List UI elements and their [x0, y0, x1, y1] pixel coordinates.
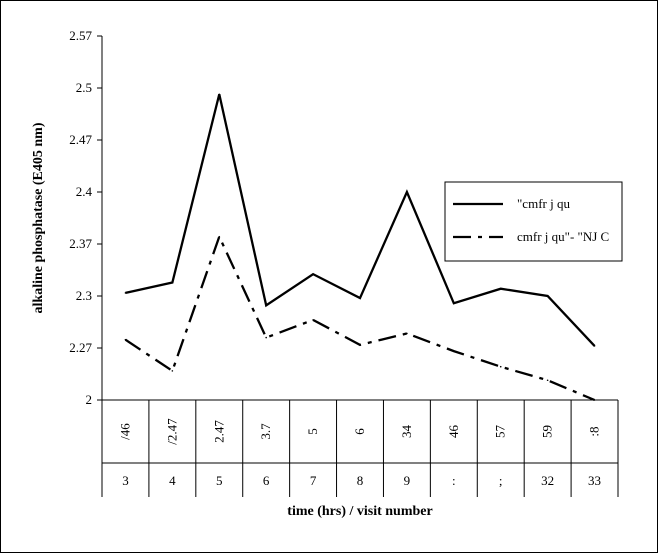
data-point — [218, 235, 221, 238]
y-tick-label: 2.37 — [69, 236, 92, 251]
x-category-label-visit: 7 — [310, 473, 317, 488]
x-category-label-time: 3.7 — [258, 423, 273, 440]
data-point — [593, 345, 596, 347]
series-layer — [124, 93, 596, 402]
x-category-label-time: :8 — [587, 426, 602, 436]
x-category-label-visit: 8 — [357, 473, 364, 488]
data-point — [124, 338, 127, 341]
y-tick-label: 2.5 — [76, 80, 92, 95]
x-category-label-visit: 5 — [216, 473, 223, 488]
x-category-label-visit: 9 — [404, 473, 411, 488]
data-point — [406, 332, 408, 335]
x-axis-title: time (hrs) / visit number — [287, 504, 432, 519]
x-category-label-time: 2.47 — [211, 420, 226, 443]
data-point — [312, 273, 314, 275]
x-category-label-time: /2.47 — [164, 418, 179, 445]
legend-label-1: "cmfr j qu — [517, 196, 570, 211]
x-category-label-visit: ; — [499, 473, 503, 488]
data-point — [312, 319, 314, 321]
data-point — [265, 336, 267, 339]
legend-label-2: cmfr j qu"- "NJ C — [517, 229, 609, 244]
data-point — [406, 191, 408, 193]
data-point — [453, 350, 455, 352]
x-category-label-visit: 33 — [588, 473, 601, 488]
data-point — [124, 292, 127, 294]
data-point — [265, 304, 267, 307]
axes: 2.57 2.5 2.47 2.4 2.37 2.3 2.27 2 alkaline phosp… — [31, 28, 619, 519]
y-tick-label: 2.3 — [76, 288, 92, 303]
data-point — [171, 370, 174, 372]
y-tick-label: 2.4 — [76, 184, 93, 199]
data-point — [359, 344, 361, 346]
y-tick-label: 2.27 — [69, 340, 92, 355]
y-tick-label: 2.57 — [69, 28, 92, 43]
x-category-label-time: 46 — [446, 425, 461, 439]
x-category-label-visit: 6 — [263, 473, 270, 488]
data-point — [218, 93, 221, 96]
data-point — [453, 302, 455, 305]
legend-box — [444, 181, 623, 262]
y-axis-title: alkaline phosphatase (E405 nm) — [31, 122, 46, 313]
data-point — [546, 295, 549, 297]
x-category-label-time: 59 — [540, 425, 555, 438]
x-category-label-time: 6 — [352, 428, 367, 435]
data-point — [593, 399, 596, 401]
data-point — [171, 281, 174, 284]
x-category-label-visit: 4 — [169, 473, 176, 488]
legend: "cmfr j qu cmfr j qu"- "NJ C — [444, 181, 623, 262]
x-category-label-visit: : — [452, 473, 456, 488]
data-point — [499, 365, 502, 368]
x-category-label-time: 5 — [305, 428, 320, 435]
x-category-label-time: 34 — [399, 425, 414, 439]
x-category-label-time: 57 — [493, 425, 508, 439]
x-category-label-visit: 32 — [541, 473, 554, 488]
data-point — [546, 379, 549, 382]
data-point — [359, 297, 361, 299]
x-category-label-time: /46 — [117, 423, 132, 440]
y-tick-label: 2 — [86, 392, 93, 407]
y-tick-label: 2.47 — [69, 132, 92, 147]
x-category-label-visit: 3 — [122, 473, 129, 488]
data-point — [499, 287, 502, 290]
